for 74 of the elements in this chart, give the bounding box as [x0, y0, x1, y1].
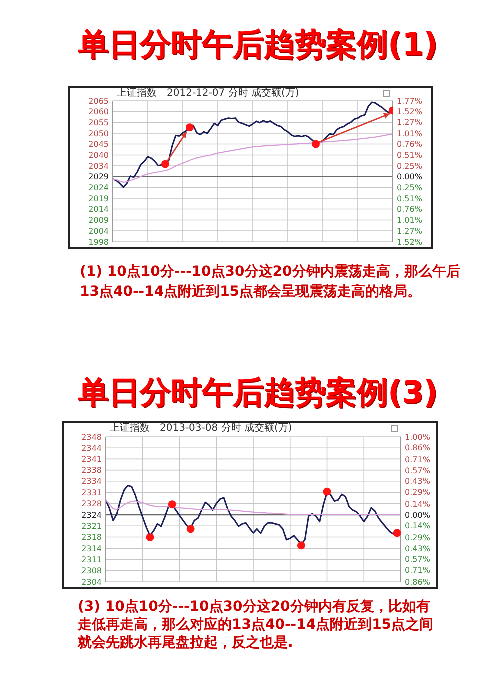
chart-subtitle: 上证指数 2012-12-07 分时 成交额(万) — [117, 88, 300, 99]
point — [186, 525, 195, 534]
line-series — [113, 102, 393, 188]
y2-tick-label: 0.14% — [405, 522, 431, 531]
y-tick-label: 2341 — [82, 455, 102, 464]
y2-tick-label: 0.00% — [397, 172, 423, 182]
point — [323, 488, 332, 496]
y2-tick-label: 0.57% — [405, 466, 431, 476]
y-tick-label: 2331 — [82, 488, 102, 498]
line-series — [106, 500, 401, 516]
y-tick-label: 2009 — [88, 216, 109, 226]
y-tick-label: 2328 — [82, 500, 102, 509]
y-tick-label: 2024 — [88, 184, 109, 193]
point — [297, 542, 306, 550]
y2-tick-label: 1.00% — [405, 432, 431, 442]
y-tick-label: 2019 — [88, 194, 109, 204]
y2-tick-label: 1.52% — [397, 238, 423, 247]
y2-tick-label: 1.77% — [397, 96, 423, 106]
chart-title: 单日分时午后趋势案例(3) — [78, 375, 438, 411]
y2-tick-label: 0.86% — [405, 578, 431, 587]
y2-tick-label: 0.76% — [397, 140, 423, 150]
y-tick-label: 1998 — [88, 238, 109, 247]
y2-tick-label: 0.86% — [405, 444, 431, 453]
y-tick-label: 2334 — [82, 477, 102, 486]
y2-tick-label: 0.00% — [405, 510, 431, 520]
y2-tick-label: 0.51% — [397, 150, 423, 160]
y-tick-label: 2348 — [82, 432, 102, 442]
y-tick-label: 2304 — [82, 578, 102, 587]
point — [168, 500, 176, 509]
y-tick-label: 2050 — [88, 129, 109, 138]
y2-tick-label: 0.14% — [405, 500, 431, 509]
y-tick-label: 2318 — [82, 533, 102, 542]
y2-tick-label: 1.27% — [397, 118, 423, 128]
y2-tick-label: 0.43% — [405, 544, 431, 554]
point — [312, 140, 320, 148]
y-tick-label: 2040 — [88, 151, 109, 160]
y-tick-label: 2338 — [82, 466, 102, 476]
y-tick-label: 2314 — [82, 544, 102, 554]
y-tick-label: 2045 — [88, 140, 109, 150]
point — [393, 529, 401, 538]
chart-subtitle: 上证指数 2013-03-08 分时 成交额(万) — [110, 423, 292, 434]
point — [146, 534, 154, 542]
y2-tick-label: 0.76% — [397, 205, 423, 214]
y2-tick-label: 0.29% — [405, 533, 431, 542]
y-tick-label: 2308 — [82, 566, 102, 576]
y2-tick-label: 0.43% — [405, 477, 431, 486]
y-tick-label: 2029 — [88, 172, 109, 182]
y-tick-label: 2014 — [88, 205, 109, 214]
y2-tick-label: 1.01% — [397, 216, 423, 225]
point — [186, 124, 194, 132]
y-tick-label: 2055 — [88, 118, 109, 128]
y2-tick-label: 0.25% — [397, 162, 423, 171]
y-tick-label: 2060 — [88, 108, 109, 117]
y2-tick-label: 0.25% — [397, 183, 423, 192]
y2-tick-label: 0.29% — [405, 488, 431, 498]
text: (3) 10点10分---10点30分这20分钟内有反复，比如有走低再走高，那么对应的13点40--14点附近到15点之间就会先跳水再尾盘拉起，反之也是. — [78, 599, 434, 651]
line-series — [113, 134, 393, 184]
chart-title: 单日分时午后趋势案例(1) — [78, 27, 438, 63]
y2-tick-label: 1.01% — [397, 129, 423, 138]
y-tick-label: 2344 — [82, 444, 102, 453]
y2-tick-label: 0.57% — [405, 555, 431, 564]
y2-tick-label: 1.27% — [397, 227, 423, 236]
text: (1) 10点10分---10点30分这20分钟内震荡走高，那么午后13点40--14点附近到15点都会呈现震荡走高的格局。 — [80, 264, 460, 300]
y2-tick-label: 1.52% — [397, 108, 423, 117]
y-tick-label: 2065 — [88, 96, 109, 106]
y-tick-label: 2321 — [82, 522, 102, 531]
y2-tick-label: 0.51% — [397, 194, 423, 204]
y-tick-label: 2324 — [82, 510, 102, 520]
y-tick-label: 2034 — [88, 162, 109, 171]
y-tick-label: 2004 — [88, 226, 109, 236]
y-tick-label: 2311 — [82, 556, 102, 565]
point — [162, 160, 170, 168]
y2-tick-label: 0.71% — [405, 566, 431, 576]
y2-tick-label: 0.71% — [405, 455, 431, 464]
